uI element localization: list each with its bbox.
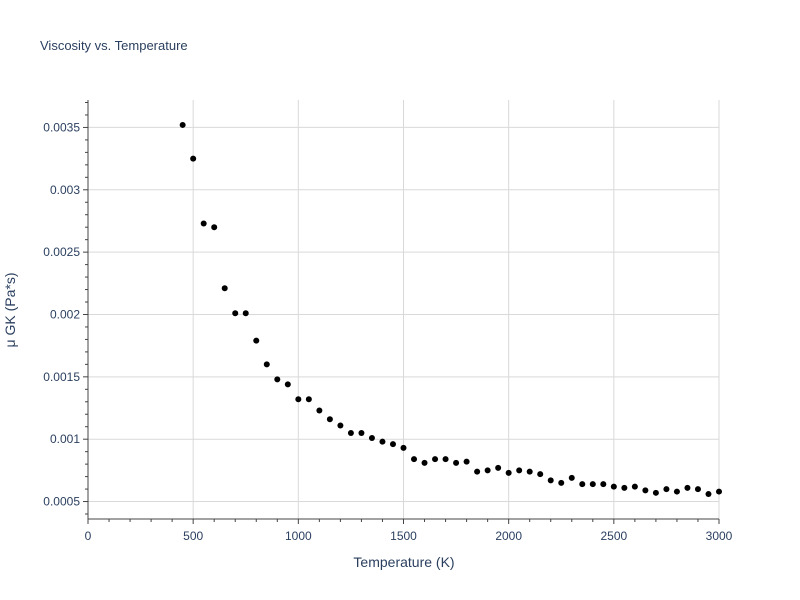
data-point [484, 467, 491, 474]
data-point [232, 310, 239, 317]
y-tick-label: 0.001 [50, 432, 80, 446]
chart-title: Viscosity vs. Temperature [40, 38, 188, 53]
data-point [253, 337, 260, 344]
y-tick-label: 0.002 [50, 307, 80, 321]
data-point [211, 224, 218, 231]
y-tick-label: 0.0035 [43, 120, 80, 134]
scatter-points [179, 121, 722, 498]
data-point [347, 429, 354, 436]
data-point [242, 310, 249, 317]
data-point [337, 422, 344, 429]
data-point [610, 483, 617, 490]
data-point [190, 155, 197, 162]
y-tick-label: 0.0005 [43, 495, 80, 509]
data-point [495, 464, 502, 471]
data-point [579, 481, 586, 488]
x-tick-label: 0 [85, 529, 92, 543]
data-point [547, 477, 554, 484]
data-point [663, 486, 670, 493]
data-point [221, 285, 228, 292]
y-axis-title: μ GK (Pa*s) [2, 273, 18, 348]
data-point [505, 469, 512, 476]
data-point [516, 467, 523, 474]
y-axis-ticks: 0.0005 0.001 0.0015 0.002 0.0025 0.003 0.0035 [43, 101, 88, 515]
data-point [463, 458, 470, 465]
y-tick-label: 0.003 [50, 183, 80, 197]
data-point [673, 488, 680, 495]
data-point [295, 396, 302, 403]
data-point [716, 488, 722, 495]
data-point [421, 459, 428, 466]
data-point [379, 438, 386, 445]
data-point [442, 456, 449, 463]
data-point [621, 484, 628, 491]
data-point [305, 396, 312, 403]
data-point [389, 441, 396, 448]
grid-lines [88, 100, 720, 519]
data-point [631, 483, 638, 490]
x-tick-label: 500 [183, 529, 203, 543]
data-point [326, 416, 333, 423]
data-point [600, 481, 607, 488]
data-point [526, 468, 533, 475]
data-point [537, 471, 544, 478]
data-point [200, 220, 207, 227]
data-point [316, 407, 323, 414]
data-point [179, 121, 186, 128]
x-axis-title: Temperature (K) [353, 554, 454, 570]
x-axis-ticks: 0 500 1000 1500 2000 2500 3000 [85, 519, 733, 543]
x-tick-label: 3000 [706, 529, 733, 543]
data-point [694, 486, 701, 493]
data-point [652, 489, 659, 496]
x-tick-label: 1000 [285, 529, 312, 543]
data-point [568, 474, 575, 481]
data-point [284, 381, 291, 388]
data-point [274, 376, 281, 383]
data-point [642, 487, 649, 494]
x-tick-label: 1500 [390, 529, 417, 543]
data-point [432, 456, 439, 463]
data-point [411, 456, 418, 463]
data-point [558, 479, 565, 486]
data-point [474, 468, 481, 475]
data-point [589, 481, 596, 488]
x-tick-label: 2000 [495, 529, 522, 543]
y-tick-label: 0.0025 [43, 245, 80, 259]
x-tick-label: 2500 [600, 529, 627, 543]
data-point [705, 491, 712, 498]
data-point [368, 434, 375, 441]
y-tick-label: 0.0015 [43, 370, 80, 384]
data-point [453, 459, 460, 466]
data-point [684, 484, 691, 491]
data-point [358, 429, 365, 436]
data-point [400, 444, 407, 451]
data-point [263, 361, 270, 368]
